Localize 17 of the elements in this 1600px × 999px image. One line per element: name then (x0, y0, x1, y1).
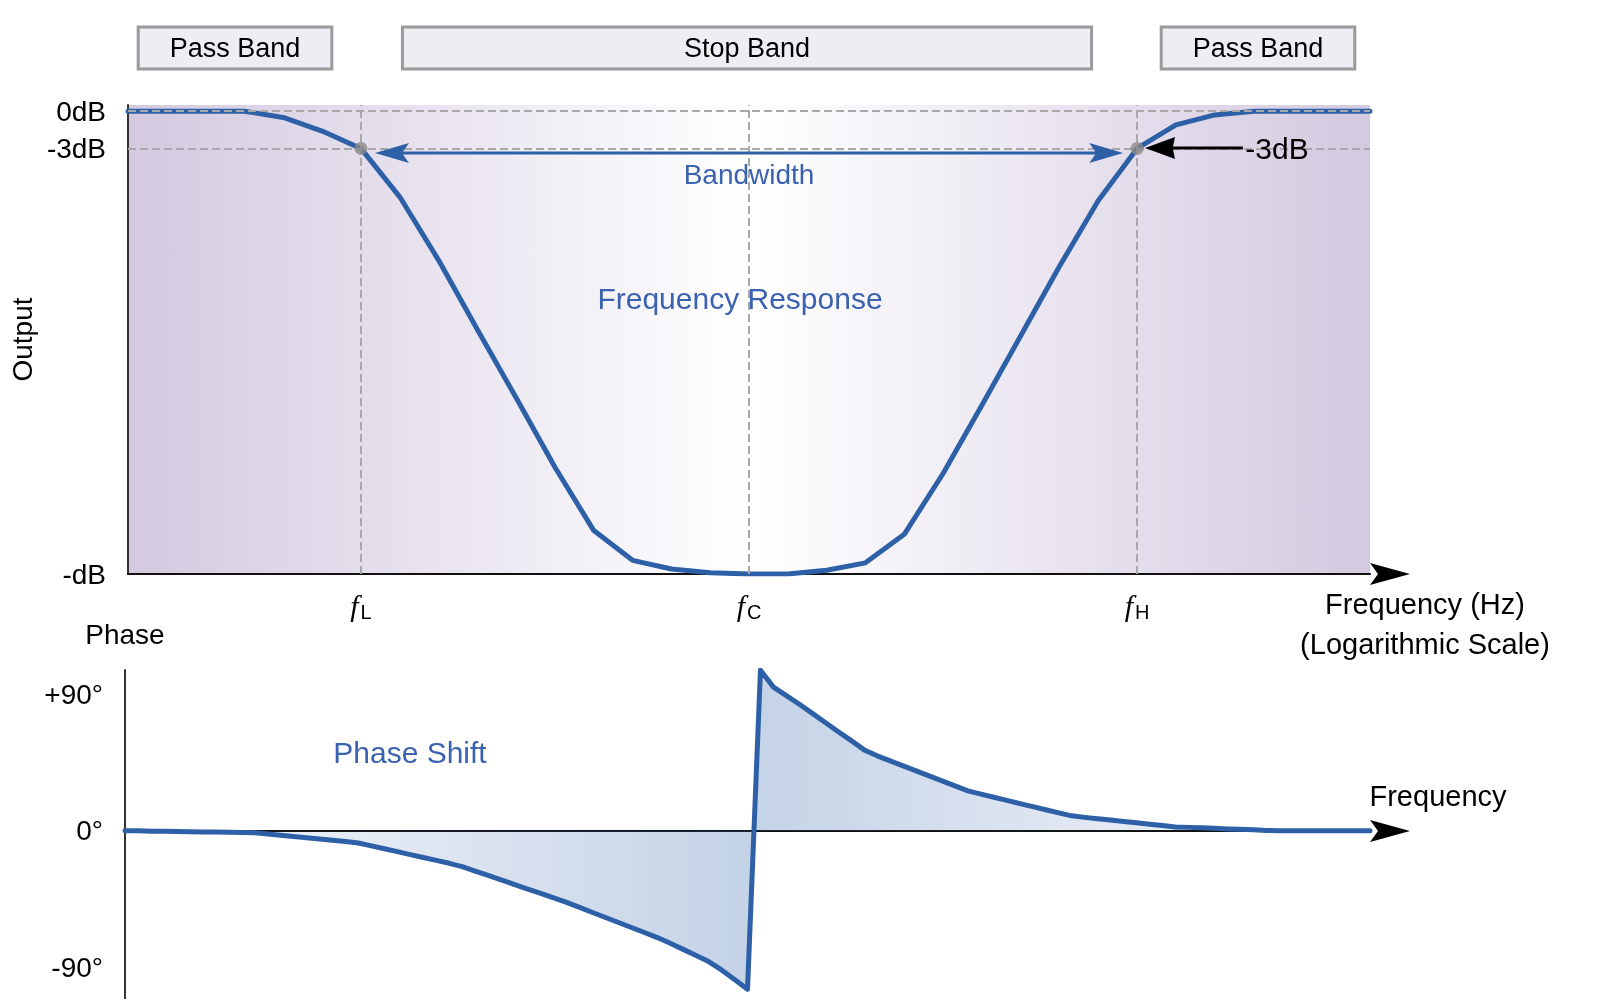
y-tick-label: +90° (44, 678, 103, 710)
y-tick-label: 0dB (56, 95, 107, 127)
annotation: -3dB (1245, 131, 1309, 165)
text: Pass Band (1192, 33, 1324, 63)
y-tick-label: 0° (76, 815, 103, 847)
y-tick-label: -90° (51, 951, 103, 983)
x-axis-title: Frequency (1369, 780, 1508, 812)
text: Stop Band (683, 33, 811, 63)
y-axis-title: Phase (85, 618, 165, 650)
annotation: Bandwidth (683, 158, 815, 190)
annotation: Phase Shift (333, 735, 488, 769)
y-tick-label: -3dB (46, 132, 107, 164)
annotation: Frequency Response (597, 281, 883, 315)
x-axis-title: Frequency (Hz) (Logarithmic Scale) (1300, 588, 1550, 660)
text: Pass Band (169, 33, 301, 63)
y-tick-label: -dB (62, 558, 107, 590)
y-axis-title: Output (6, 297, 38, 382)
